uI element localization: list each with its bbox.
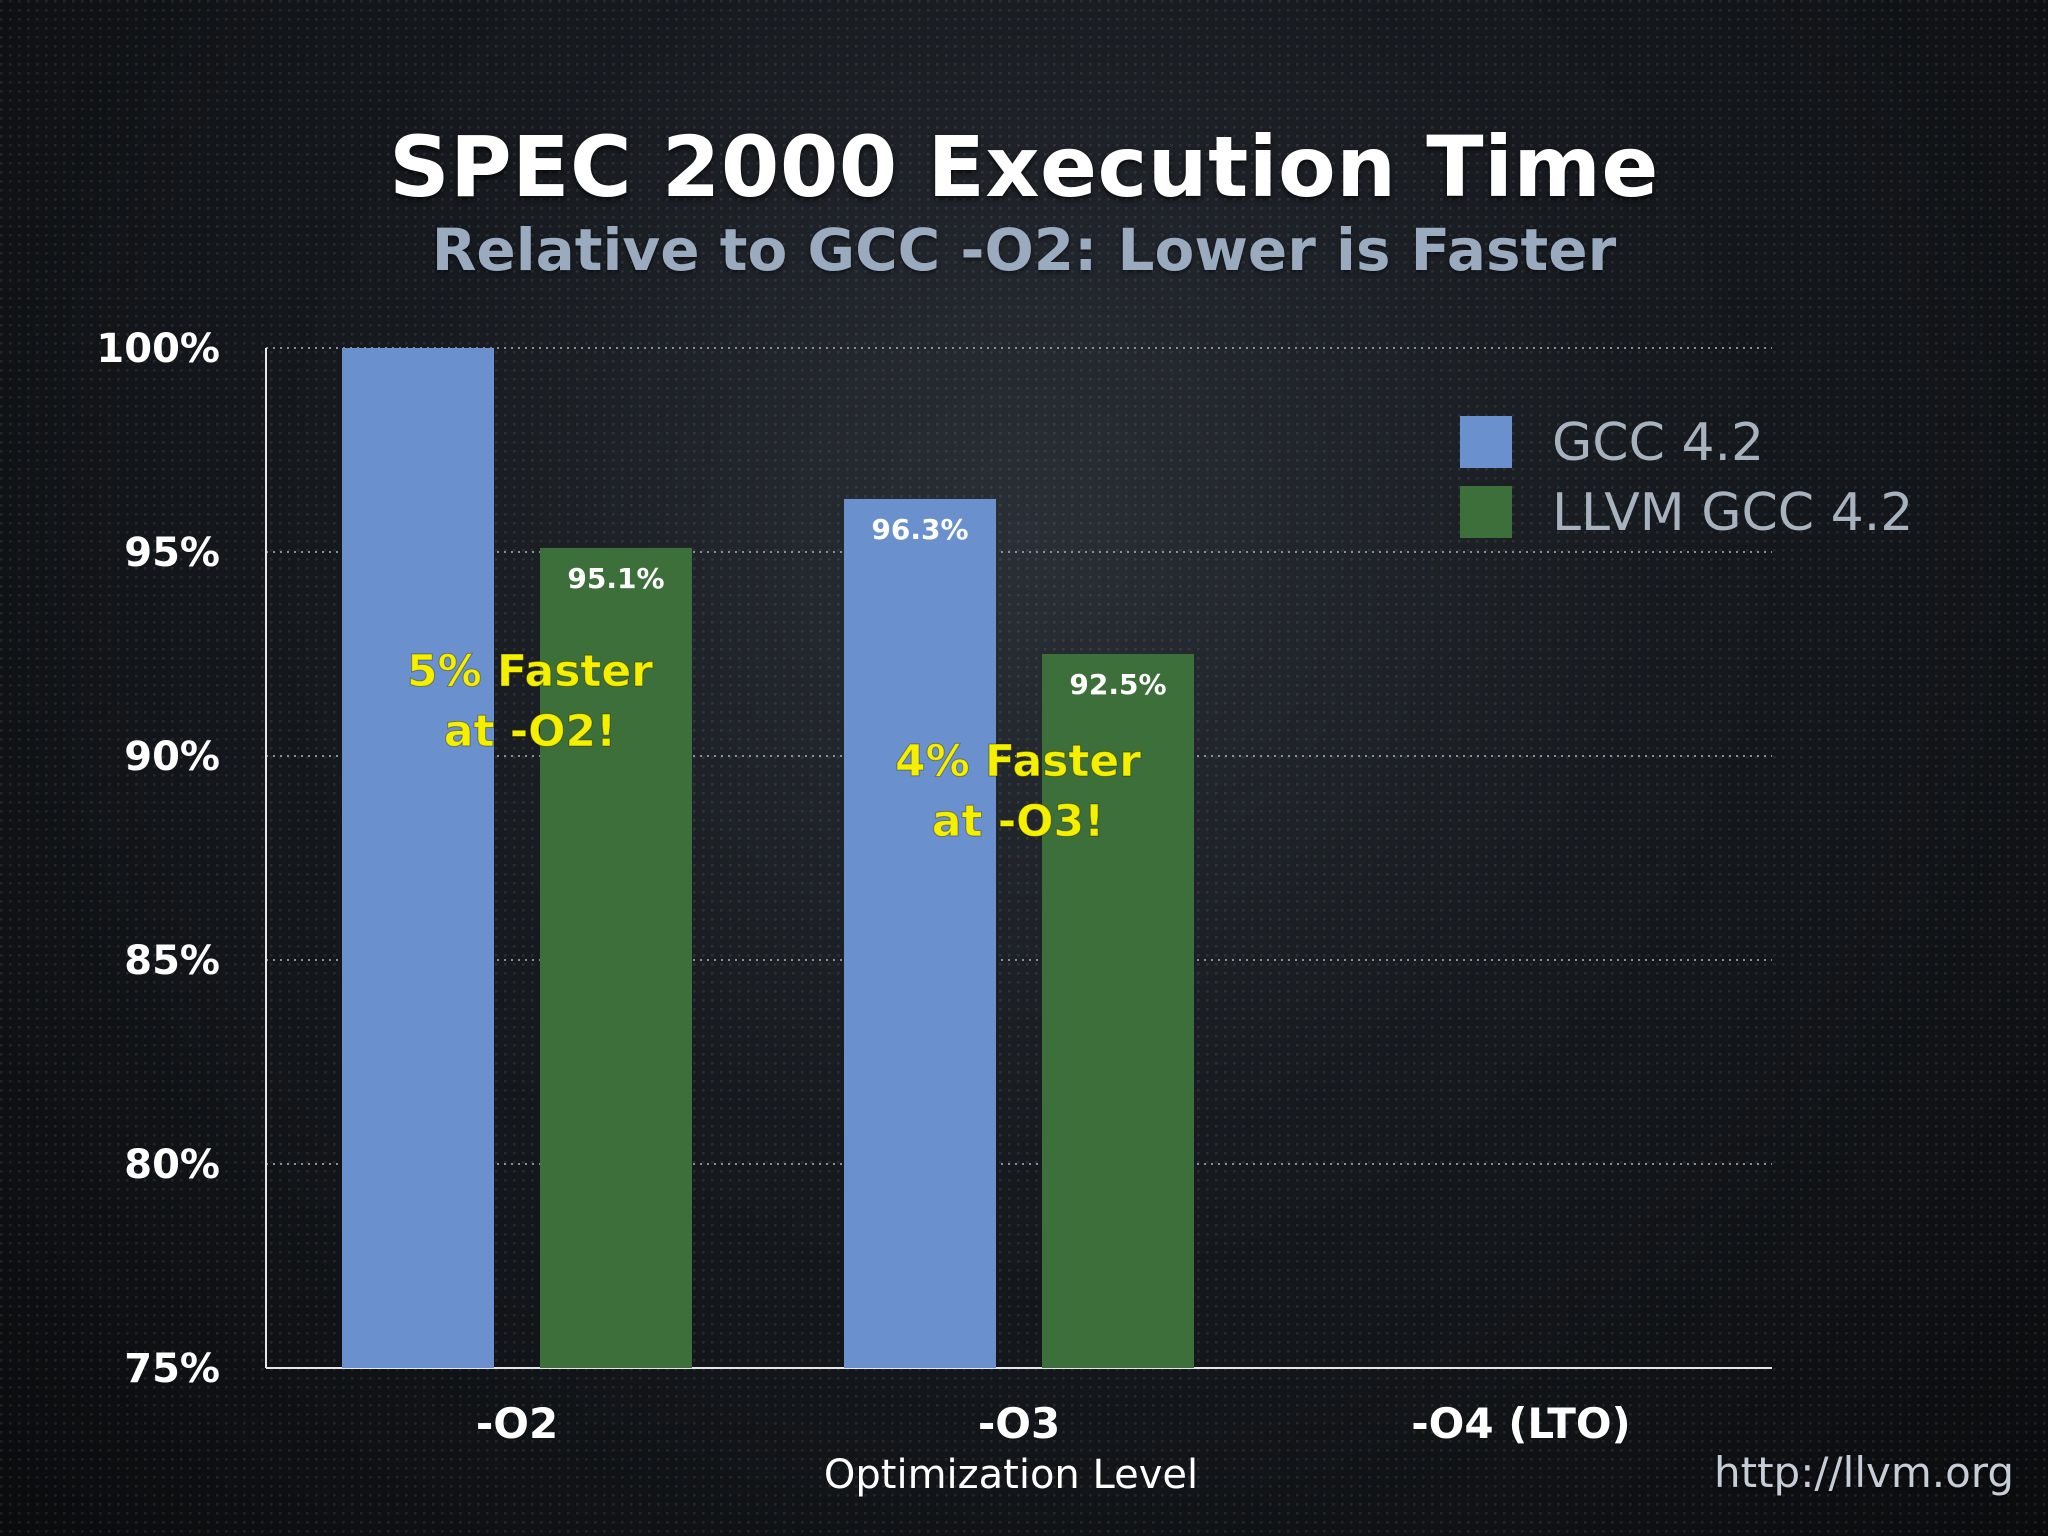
y-tick-label: 95%	[124, 530, 220, 576]
bar-llvm-gcc-4-2--o3	[1042, 654, 1194, 1368]
annotation-text: at -O3!	[932, 796, 1104, 847]
chart-subtitle: Relative to GCC -O2: Lower is Faster	[431, 216, 1617, 284]
x-tick-label: -O4 (LTO)	[1411, 1399, 1631, 1448]
data-label: 95.1%	[567, 562, 664, 595]
legend-swatch	[1460, 416, 1512, 468]
y-tick-label: 90%	[124, 734, 220, 780]
annotation-text: 4% Faster	[895, 736, 1141, 787]
annotation-text: 5% Faster	[407, 646, 653, 697]
legend-label: LLVM GCC 4.2	[1552, 483, 1913, 543]
y-tick-label: 85%	[124, 938, 220, 984]
legend-swatch	[1460, 486, 1512, 538]
data-label: 92.5%	[1069, 668, 1166, 701]
x-tick-label: -O2	[476, 1399, 558, 1448]
bar-llvm-gcc-4-2--o2	[540, 547, 692, 1368]
legend-label: GCC 4.2	[1552, 413, 1764, 473]
chart-title: SPEC 2000 Execution Time	[389, 118, 1659, 216]
footer-url: http://llvm.org	[1713, 1448, 2014, 1497]
bar-gcc-4-2--o2	[342, 348, 494, 1368]
annotation-text: at -O2!	[444, 706, 616, 757]
data-label: 96.3%	[871, 513, 968, 546]
y-tick-label: 75%	[124, 1346, 220, 1392]
x-tick-label: -O3	[978, 1399, 1060, 1448]
y-tick-label: 100%	[96, 326, 220, 372]
y-tick-label: 80%	[124, 1142, 220, 1188]
bar-gcc-4-2--o3	[844, 498, 996, 1369]
x-axis-title: Optimization Level	[824, 1452, 1198, 1498]
